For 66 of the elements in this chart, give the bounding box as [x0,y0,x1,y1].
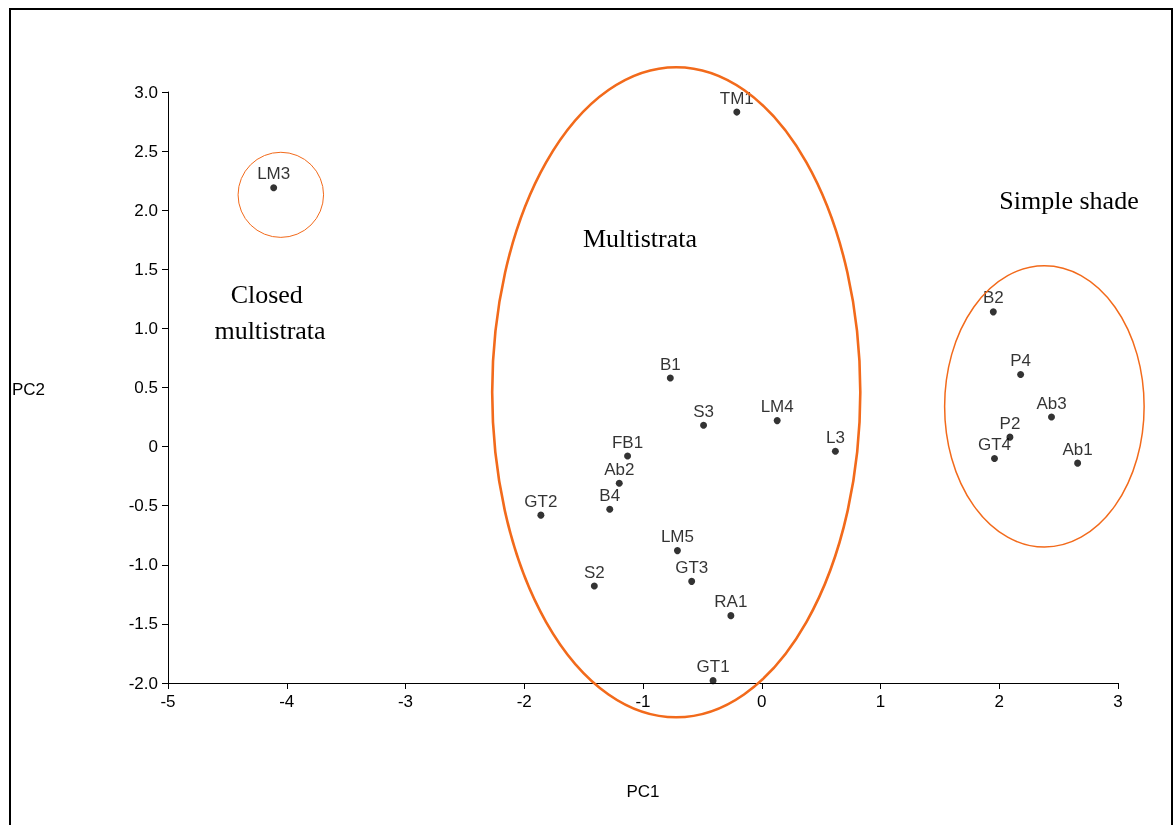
x-tick-label: -1 [635,692,651,711]
data-label: RA1 [714,592,748,612]
data-label: B1 [659,354,681,374]
y-axis-title: PC2 [12,380,46,399]
data-label: S2 [583,562,605,582]
point [989,308,997,316]
y-tick-label: -0.5 [128,496,158,516]
data-label: TM1 [719,88,754,108]
point [606,505,614,513]
data-label: Ab2 [604,459,635,479]
y-tick-label: 1.0 [134,318,158,338]
y-tick-label: 3.0 [134,82,158,102]
y-tick-label: 2.5 [134,141,158,161]
data-label: B2 [982,288,1004,308]
annotation: Multistrata [582,223,698,253]
point [773,417,781,425]
annotation: Simple shade [999,185,1139,215]
data-label: GT4 [977,434,1012,454]
point [673,547,681,555]
y-tick-label: 0.5 [134,378,158,397]
annotation: Closed multistrata [214,279,327,345]
y-tick-label: 2.0 [134,200,158,220]
point [590,582,598,590]
data-label: P4 [1010,351,1032,370]
x-tick-label: 3 [1113,692,1123,711]
data-label: LM4 [760,397,794,417]
point [991,454,998,462]
data-label: Ab3 [1036,393,1067,413]
point [666,374,674,382]
x-tick-label: -4 [279,692,295,711]
data-label: P2 [999,413,1021,433]
data-label: LM3 [257,164,291,184]
x-tick-label: 2 [994,692,1004,711]
data-label: GT1 [696,657,730,677]
x-tick-label: -3 [397,692,414,711]
data-label: L3 [825,427,845,447]
x-tick-label: 1 [875,692,886,711]
data-label: FB1 [611,432,644,452]
x-axis-title: PC1 [626,782,660,801]
y-tick-label: -1.5 [128,614,158,634]
data-label: Ab1 [1062,439,1093,459]
data-label: LM5 [660,527,694,547]
point [270,184,278,192]
point [733,108,741,116]
point [688,577,696,585]
y-tick-label: -2.0 [128,673,158,693]
x-tick-label: 0 [757,692,767,711]
data-label: S3 [693,401,714,421]
point [727,612,735,620]
y-tick-label: 0 [148,437,158,457]
point [709,677,717,685]
data-label: GT3 [675,557,709,577]
point [700,421,708,429]
x-tick-label: -2 [516,692,532,711]
point [1017,371,1025,378]
x-tick-label: -5 [160,692,176,711]
point [831,447,839,455]
point [615,479,623,487]
point [537,511,545,519]
point [1048,413,1055,421]
point [624,452,632,460]
point [1074,459,1082,467]
data-label: B4 [599,485,621,505]
y-tick-label: -1.0 [128,555,158,575]
y-tick-label: 1.5 [134,259,158,279]
data-label: GT2 [524,491,558,511]
